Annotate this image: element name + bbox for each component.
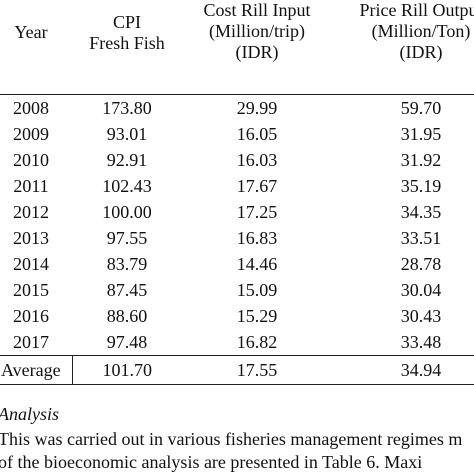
cell-price: 59.70 <box>400 97 442 118</box>
table-row: 2016 88.60 15.29 30.43 <box>0 303 474 329</box>
cell-cpi: 93.01 <box>106 123 148 144</box>
header-price: Price Rill Output (Million/Ton) (IDR) <box>332 0 474 95</box>
cell-cpi: 88.60 <box>106 305 148 326</box>
average-cost: 17.55 <box>182 355 332 385</box>
cell-year: 2013 <box>13 227 49 248</box>
cell-price: 33.48 <box>332 329 474 356</box>
cell-cost: 16.03 <box>236 149 278 170</box>
cell-price: 28.78 <box>400 253 442 274</box>
cell-year: 2014 <box>13 253 49 274</box>
cell-cost: 15.29 <box>236 305 278 326</box>
cell-year: 2011 <box>13 175 49 196</box>
cell-year: 2009 <box>13 123 49 144</box>
cell-cost: 16.82 <box>182 329 332 356</box>
cell-cpi: 97.48 <box>72 329 182 356</box>
cell-year: 2017 <box>0 329 72 356</box>
cell-year: 2015 <box>13 279 49 300</box>
cell-year: 2016 <box>13 305 49 326</box>
cell-price: 30.04 <box>400 279 442 300</box>
cell-year: 2010 <box>13 149 49 170</box>
table-row: 2014 83.79 14.46 28.78 <box>0 251 474 277</box>
cell-price: 34.35 <box>400 201 442 222</box>
header-year: Year <box>0 0 72 95</box>
cell-cpi: 87.45 <box>106 279 148 300</box>
table-row: 2015 87.45 15.09 30.04 <box>0 277 474 303</box>
table-row: 2012 100.00 17.25 34.35 <box>0 199 474 225</box>
cell-cost: 16.05 <box>236 123 278 144</box>
table-row: 2008 173.80 29.99 59.70 <box>0 95 474 122</box>
average-price: 34.94 <box>332 355 474 385</box>
table-row: 2011 102.43 17.67 35.19 <box>0 173 474 199</box>
cell-cost: 17.67 <box>236 175 278 196</box>
cell-cpi: 173.80 <box>102 97 152 118</box>
body-text-line: This was carried out in various fisherie… <box>0 429 463 449</box>
header-cpi: CPI Fresh Fish <box>72 0 182 95</box>
cell-price: 30.43 <box>400 305 442 326</box>
average-row: Average 101.70 17.55 34.94 <box>0 355 474 385</box>
cell-year: 2012 <box>13 201 49 222</box>
cell-cpi: 97.55 <box>106 227 148 248</box>
cell-cpi: 100.00 <box>102 201 152 222</box>
average-label: Average <box>0 355 73 385</box>
table-row: 2010 92.91 16.03 31.92 <box>0 147 474 173</box>
average-cpi: 101.70 <box>72 355 182 385</box>
cpi-table: Year CPI Fresh Fish Cost Rill Input (Mil… <box>0 0 474 385</box>
cell-cpi: 83.79 <box>106 253 148 274</box>
cell-price: 31.92 <box>400 149 442 170</box>
cell-cost: 29.99 <box>236 97 278 118</box>
header-cost: Cost Rill Input (Million/trip) (IDR) <box>182 0 332 95</box>
cell-price: 33.51 <box>400 227 442 248</box>
body-text-line: of the bioeconomic analysis are presente… <box>0 452 423 472</box>
cell-cost: 16.83 <box>236 227 278 248</box>
table-container: Year CPI Fresh Fish Cost Rill Input (Mil… <box>0 0 474 385</box>
cell-cost: 17.25 <box>236 201 278 222</box>
cell-cpi: 92.91 <box>106 149 148 170</box>
cell-cpi: 102.43 <box>102 175 152 196</box>
cell-cost: 15.09 <box>236 279 278 300</box>
section-heading: Analysis <box>0 404 59 424</box>
table-row: 2013 97.55 16.83 33.51 <box>0 225 474 251</box>
cell-price: 35.19 <box>400 175 442 196</box>
cell-cost: 14.46 <box>236 253 278 274</box>
cell-year: 2008 <box>13 97 49 118</box>
table-row: 2009 93.01 16.05 31.95 <box>0 121 474 147</box>
table-header-row: Year CPI Fresh Fish Cost Rill Input (Mil… <box>0 0 474 95</box>
table-row: 2017 97.48 16.82 33.48 <box>0 329 474 356</box>
cell-price: 31.95 <box>400 123 442 144</box>
